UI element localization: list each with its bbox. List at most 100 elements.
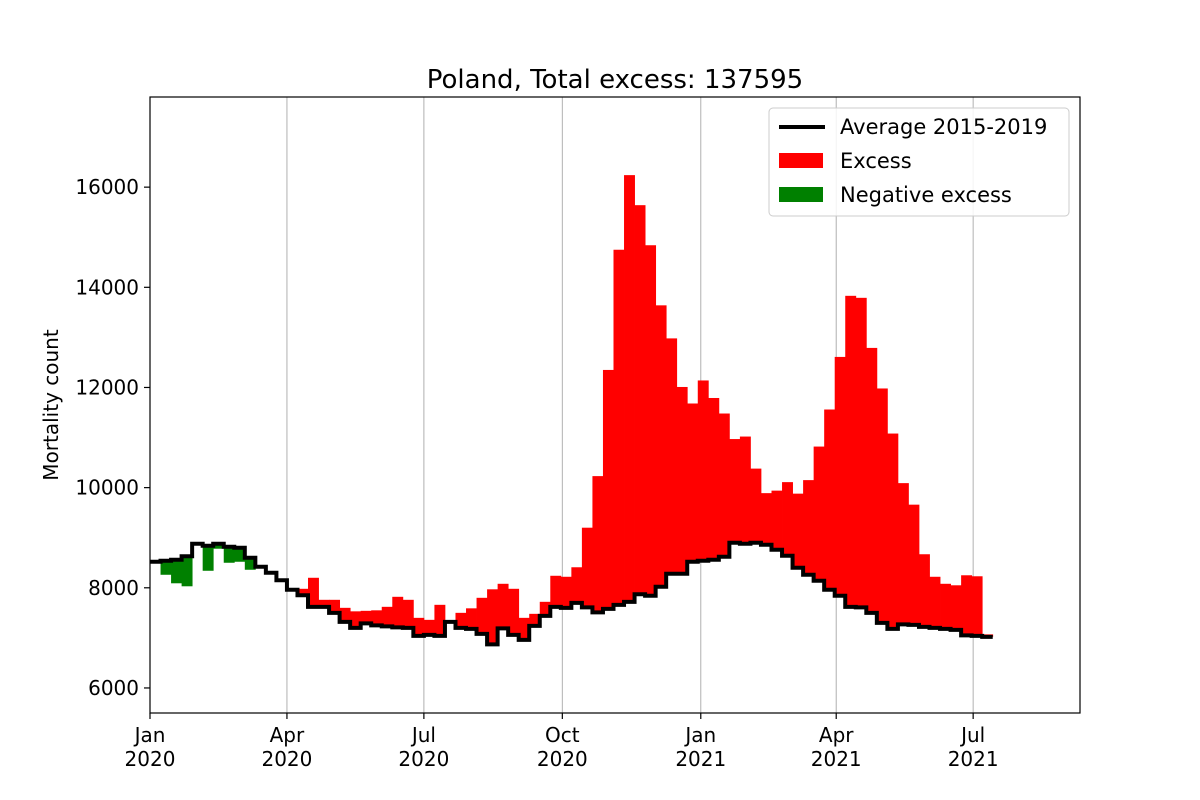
excess-bar: [413, 617, 425, 636]
excess-bar: [423, 619, 435, 635]
excess-bar: [381, 606, 393, 627]
legend-negative-excess-label: Negative excess: [840, 183, 1012, 207]
excess-bar: [718, 413, 730, 557]
y-tick-label: 12000: [75, 375, 139, 399]
excess-bar: [876, 388, 888, 623]
legend-excess-swatch: [779, 153, 823, 168]
x-tick-label-year: 2020: [261, 747, 312, 771]
excess-bar: [634, 205, 646, 595]
x-tick-label-month: Jul: [959, 723, 985, 747]
excess-bar: [392, 596, 404, 628]
excess-bar: [845, 295, 857, 607]
excess-bar: [560, 576, 572, 608]
average-line: [150, 540, 993, 647]
excess-bar: [961, 575, 973, 636]
x-tick-label-month: Apr: [819, 723, 854, 747]
negative-excess-bar: [234, 547, 246, 562]
excess-bar: [792, 493, 804, 568]
excess-bar: [824, 409, 836, 590]
legend-average-label: Average 2015-2019: [840, 115, 1047, 139]
excess-bar: [529, 613, 541, 626]
excess-bar: [813, 446, 825, 581]
legend-box: [768, 107, 1070, 217]
excess-bar: [508, 588, 520, 635]
y-tick-label: 8000: [88, 576, 139, 600]
excess-bar: [803, 480, 815, 575]
y-axis-ticks: 6000 8000 10000 12000 14000 16000: [75, 175, 150, 700]
excess-bar: [708, 397, 720, 560]
excess-bar: [518, 617, 530, 640]
chart-title: Poland, Total excess: 137595: [427, 65, 803, 95]
y-tick-label: 14000: [75, 275, 139, 299]
excess-bar: [834, 356, 846, 596]
y-axis-label: Mortality count: [39, 329, 63, 481]
plot-frame: [149, 96, 1081, 714]
excess-bar: [487, 589, 499, 645]
x-tick-label-year: 2020: [125, 747, 176, 771]
excess-bar: [339, 607, 351, 622]
excess-bar: [971, 576, 983, 636]
x-tick-label-year: 2020: [398, 747, 449, 771]
excess-bar: [539, 601, 551, 616]
excess-bars: [160, 175, 994, 645]
excess-bar: [918, 554, 930, 627]
x-tick-label-year: 2021: [811, 747, 862, 771]
x-tick-label-month: Apr: [270, 723, 305, 747]
excess-bar: [729, 439, 741, 543]
excess-bar: [592, 476, 604, 613]
excess-bar: [866, 347, 878, 613]
excess-bar: [645, 245, 657, 596]
excess-bar: [318, 599, 330, 607]
excess-bar: [855, 297, 867, 608]
excess-bar: [297, 588, 309, 596]
negative-excess-bar: [202, 545, 214, 571]
x-tick-label-month: Jan: [683, 723, 716, 747]
negative-excess-bar: [171, 559, 183, 584]
excess-bar: [624, 175, 635, 602]
excess-bar: [550, 575, 562, 607]
y-tick-label: 10000: [75, 476, 139, 500]
excess-bar: [371, 610, 383, 626]
excess-bar: [360, 610, 372, 624]
excess-bar: [308, 577, 319, 607]
excess-bar: [760, 493, 772, 545]
excess-bar: [602, 369, 614, 609]
excess-bar: [771, 490, 783, 550]
negative-excess-bar: [160, 560, 172, 575]
excess-bar: [887, 433, 899, 629]
excess-bar: [466, 608, 477, 629]
excess-bar: [455, 612, 467, 628]
x-tick-label-year: 2021: [675, 747, 726, 771]
x-tick-label-month: Jul: [410, 723, 436, 747]
excess-bar: [897, 483, 909, 625]
excess-bar: [908, 504, 920, 625]
negative-excess-bar: [181, 556, 193, 587]
excess-bar: [476, 597, 488, 634]
excess-bar: [571, 567, 583, 603]
excess-bar: [940, 583, 951, 629]
excess-bar: [676, 386, 688, 574]
excess-bar: [329, 599, 341, 613]
negative-excess-bar: [223, 546, 235, 563]
y-tick-label: 6000: [88, 676, 139, 700]
excess-bar: [687, 403, 699, 562]
legend: Average 2015-2019 Excess Negative excess: [768, 107, 1070, 217]
x-axis-ticks: Jan2020Apr2020Jul2020Oct2020Jan2021Apr20…: [125, 713, 999, 771]
legend-excess-label: Excess: [840, 149, 912, 173]
negative-excess-bar: [213, 543, 225, 549]
excess-bar: [950, 585, 962, 630]
excess-bar: [929, 576, 941, 628]
excess-bar: [655, 305, 667, 587]
excess-bar: [613, 249, 625, 605]
excess-bar: [697, 380, 709, 561]
x-tick-label-month: Oct: [545, 723, 580, 747]
excess-bar: [434, 604, 446, 636]
excess-bar: [581, 527, 593, 608]
excess-bar: [666, 338, 678, 574]
x-tick-label-month: Jan: [133, 723, 166, 747]
excess-bar: [750, 468, 762, 543]
excess-bar: [402, 599, 414, 628]
negative-excess-bar: [244, 557, 256, 570]
x-tick-label-year: 2020: [537, 747, 588, 771]
